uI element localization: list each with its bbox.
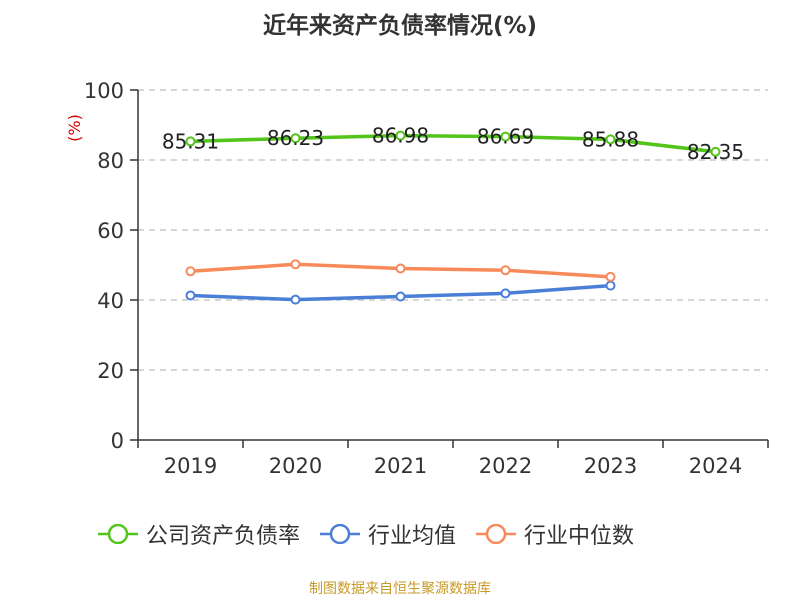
x-tick-label: 2024 bbox=[689, 454, 742, 478]
data-point bbox=[395, 263, 406, 274]
data-point bbox=[395, 291, 406, 302]
data-point bbox=[500, 288, 511, 299]
chart-title: 近年来资产负债率情况(%) bbox=[262, 13, 538, 39]
legend-line-icon bbox=[98, 524, 138, 544]
data-point bbox=[395, 130, 406, 141]
y-tick-label: 0 bbox=[111, 429, 124, 453]
data-label: 82.35 bbox=[687, 140, 744, 164]
x-tick-label: 2021 bbox=[374, 454, 427, 478]
legend-item-industry-median[interactable]: 行业中位数 bbox=[476, 518, 634, 550]
data-point bbox=[710, 146, 721, 157]
legend-label: 公司资产负债率 bbox=[146, 524, 301, 549]
y-tick-label: 100 bbox=[84, 79, 124, 103]
y-tick-label: 20 bbox=[97, 359, 124, 383]
data-point bbox=[290, 133, 301, 144]
legend: 公司资产负债率 行业均值 行业中位数 bbox=[98, 518, 654, 550]
x-tick-label: 2022 bbox=[479, 454, 532, 478]
data-point bbox=[500, 131, 511, 142]
data-label: 86.98 bbox=[372, 124, 429, 148]
source-note: 制图数据来自恒生聚源数据库 bbox=[309, 581, 491, 597]
data-point bbox=[290, 259, 301, 270]
grid-lines bbox=[138, 89, 768, 371]
x-tick-label: 2019 bbox=[164, 454, 217, 478]
legend-line-icon bbox=[476, 524, 517, 544]
data-point bbox=[605, 271, 616, 282]
data-point bbox=[605, 280, 616, 291]
x-tick-label: 2020 bbox=[269, 454, 322, 478]
legend-label: 行业中位数 bbox=[524, 524, 635, 549]
data-point bbox=[605, 134, 616, 145]
y-tick-label: 40 bbox=[97, 289, 124, 313]
legend-line-icon bbox=[320, 524, 361, 544]
y-tick-label: 80 bbox=[97, 149, 124, 173]
data-label: 86.23 bbox=[267, 126, 324, 150]
series-lines bbox=[185, 130, 721, 305]
axes: 0 20 40 60 80 100 2019 2020 2021 2022 2023 2024 bbox=[84, 79, 769, 478]
legend-item-industry-average[interactable]: 行业均值 bbox=[320, 518, 456, 550]
data-point bbox=[185, 266, 196, 277]
data-label: 85.31 bbox=[162, 129, 219, 153]
x-tick-label: 2023 bbox=[584, 454, 637, 478]
data-label: 86.69 bbox=[477, 125, 534, 149]
legend-label: 行业均值 bbox=[368, 524, 457, 549]
data-point bbox=[290, 294, 301, 305]
series-line-0 bbox=[188, 133, 718, 154]
y-tick-label: 60 bbox=[97, 219, 124, 243]
data-point bbox=[185, 136, 196, 147]
data-labels: 85.31 86.23 86.98 86.69 85.88 82.35 bbox=[162, 124, 744, 164]
data-point bbox=[500, 265, 511, 276]
data-point bbox=[185, 290, 196, 301]
legend-item-company[interactable]: 公司资产负债率 bbox=[98, 518, 300, 550]
y-axis-label: (%) bbox=[65, 114, 84, 142]
data-label: 85.88 bbox=[582, 127, 639, 151]
